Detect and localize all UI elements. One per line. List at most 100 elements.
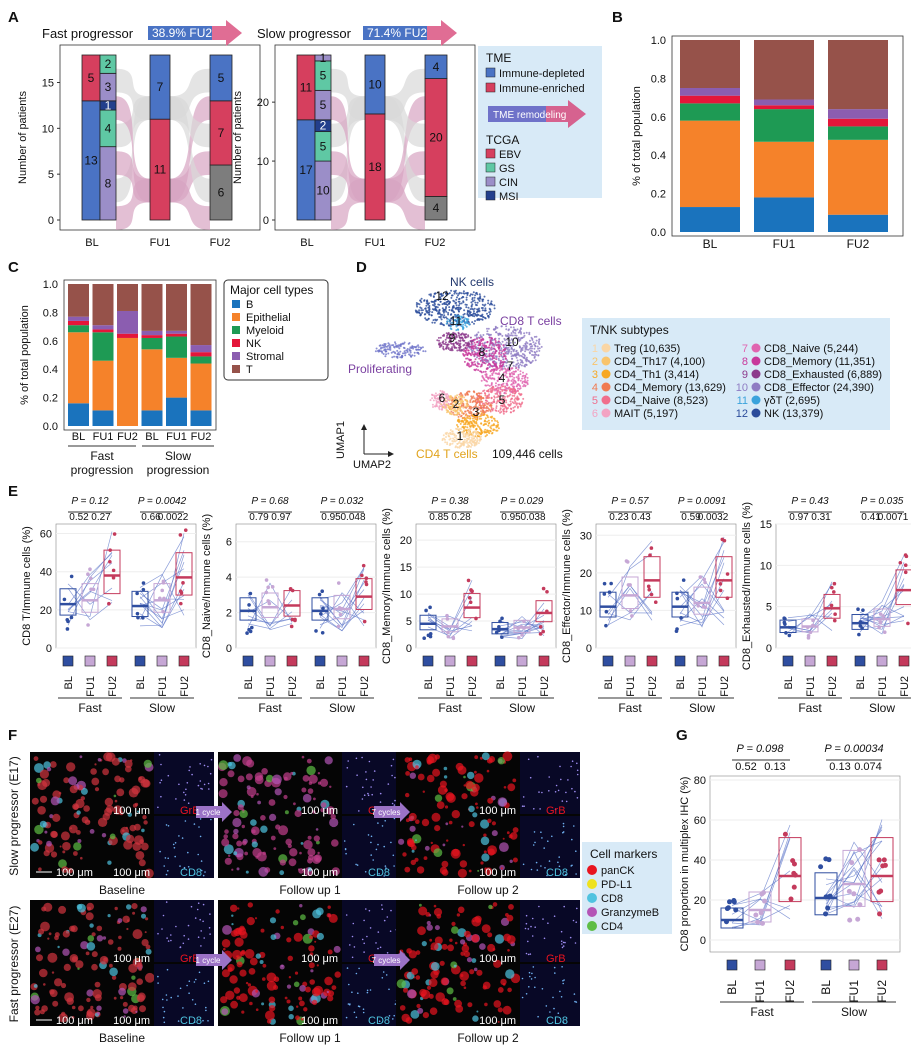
cd8-dot (528, 986, 530, 988)
umap-point (485, 401, 487, 404)
cell-stain (461, 825, 464, 828)
y-tick-label: 15 (760, 519, 772, 531)
grb-dot (159, 781, 161, 784)
umap-point (451, 430, 454, 433)
data-point (62, 597, 67, 602)
y-tick-label: 5 (48, 169, 54, 181)
umap-point (524, 374, 527, 377)
umap-point (519, 358, 522, 361)
umap-point (477, 314, 480, 316)
umap-point (462, 323, 465, 326)
grb-dot (207, 765, 209, 768)
umap-point (445, 322, 448, 325)
cell-stain (126, 919, 130, 923)
umap-point (500, 366, 503, 369)
grb-dot (351, 956, 354, 959)
umap-point (439, 296, 442, 299)
umap-point (476, 349, 479, 352)
data-point (675, 596, 680, 601)
umap-point (479, 359, 482, 362)
cell-stain (254, 775, 264, 785)
cell-stain (484, 1002, 488, 1007)
data-point (141, 616, 145, 620)
umap-point (442, 434, 445, 437)
umap-point (442, 310, 445, 312)
umap-point (534, 359, 537, 362)
cell-stain (102, 813, 111, 821)
umap-point (514, 370, 517, 373)
cell-stain (473, 967, 478, 972)
subtype-label: CD8_Memory (11,351) (764, 356, 875, 368)
legend-swatch (485, 82, 496, 93)
bar-segment (828, 40, 888, 110)
data-point (136, 615, 140, 620)
cell-stain (261, 1002, 265, 1006)
p-value: 0.13 (829, 761, 850, 773)
cell-stain (509, 859, 513, 863)
umap-point (439, 342, 442, 345)
group-label: Fast (798, 701, 822, 715)
grb-dot (372, 779, 375, 781)
umap-point (511, 373, 514, 375)
x-tick-label: BL (63, 676, 75, 689)
grb-dot (565, 800, 568, 803)
umap-point (495, 331, 497, 334)
data-point (782, 616, 786, 620)
p-value: 0.0032 (698, 512, 729, 523)
umap-point (394, 341, 396, 344)
data-point (317, 592, 322, 597)
cell-stain (50, 851, 58, 858)
umap-point (465, 402, 468, 405)
cell-stain (49, 761, 57, 768)
bar-segment (117, 310, 138, 334)
umap-point (517, 390, 519, 392)
y-tick-label: 15 (42, 78, 54, 90)
grb-dot (208, 788, 210, 790)
cell-stain (91, 951, 98, 958)
cd8-dot (557, 1012, 560, 1014)
cd8-dot (370, 854, 373, 856)
x-tick-label: BL (72, 431, 85, 443)
grb-dot (185, 788, 187, 791)
umap-point (492, 417, 495, 420)
p-value: 0.074 (854, 761, 882, 773)
data-point (135, 611, 140, 616)
umap-point (466, 364, 469, 367)
umap-point (463, 428, 466, 431)
umap-point (433, 321, 436, 324)
umap-point (510, 326, 512, 329)
cell-stain (268, 996, 276, 1004)
umap-point (482, 358, 484, 361)
group-label: Slow (689, 701, 715, 715)
umap-point (450, 309, 453, 311)
stratum-label: 10 (316, 184, 330, 198)
x-tick-label: BL (703, 237, 718, 251)
data-point (702, 577, 707, 582)
grb-dot (377, 947, 379, 950)
data-point (602, 592, 607, 596)
grb-dot (162, 914, 165, 917)
cell-stain (233, 851, 238, 856)
cell-stain (249, 957, 258, 966)
cell-stain (426, 924, 433, 931)
cell-stain (125, 826, 128, 830)
subtype-swatch (751, 356, 761, 366)
cell-stain (58, 905, 67, 914)
umap-point (486, 397, 489, 400)
cell-stain (80, 856, 83, 860)
x-tick-label: BL (243, 676, 255, 689)
umap-point (451, 294, 454, 297)
umap-point (486, 359, 489, 362)
grb-dot (561, 943, 563, 945)
cell-stain (446, 987, 454, 995)
umap-point (466, 292, 469, 295)
umap-point (474, 439, 477, 441)
umap-point (460, 396, 463, 399)
legend-item: T (246, 364, 253, 376)
umap-point (463, 423, 466, 426)
cell-stain (299, 851, 302, 855)
cell-stain (472, 1015, 479, 1022)
cell-stain (69, 925, 76, 932)
umap-point (478, 438, 481, 441)
data-point (653, 600, 658, 604)
